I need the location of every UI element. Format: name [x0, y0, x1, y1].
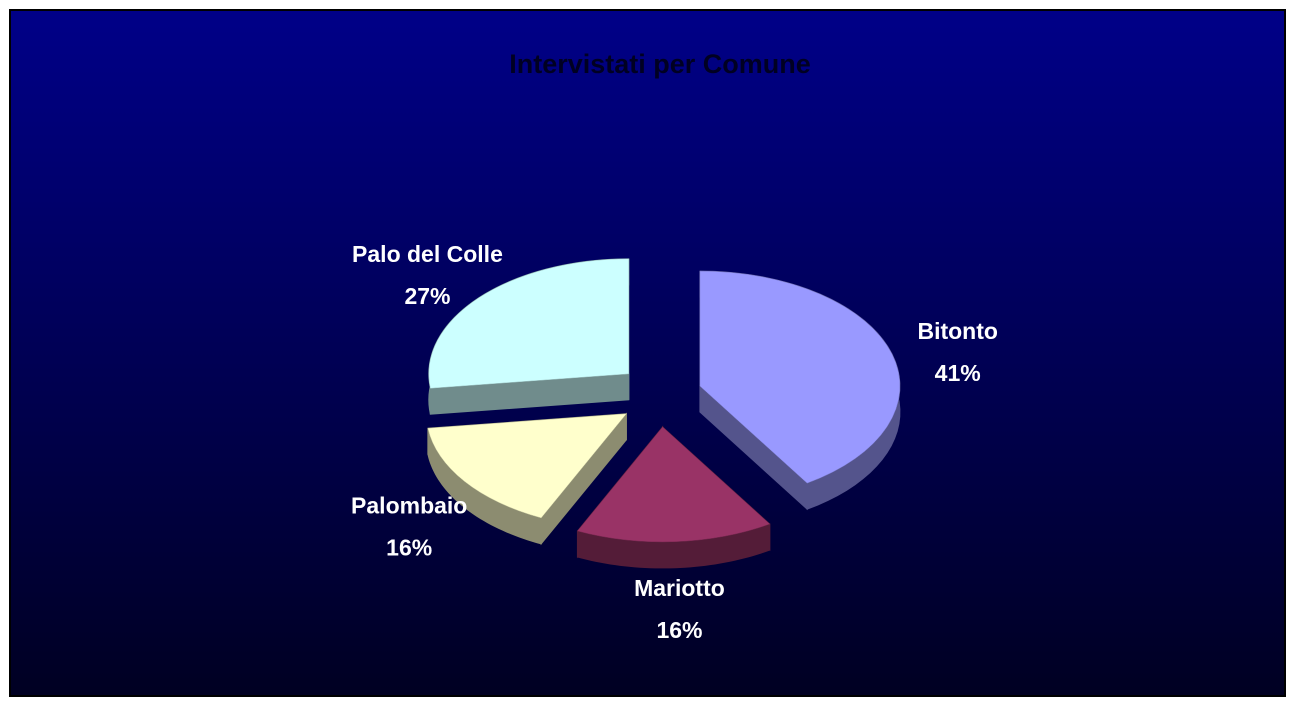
slice-value-label: 16% [386, 534, 432, 560]
slice-value-label: 41% [935, 360, 981, 386]
slice-label: Mariotto [634, 575, 725, 601]
slice [428, 258, 630, 415]
slice-label: Palombaio [351, 492, 467, 518]
slice-value-label: 16% [656, 617, 702, 643]
slice-value-label: 27% [404, 283, 450, 309]
slice-label: Palo del Colle [352, 241, 503, 267]
slice-top [699, 270, 901, 484]
slice [576, 425, 771, 569]
slice-top [427, 413, 627, 519]
slice [699, 270, 901, 511]
slice-label: Bitonto [917, 318, 997, 344]
slice-top [577, 426, 771, 543]
chart-background [9, 9, 1286, 697]
slice [427, 412, 627, 546]
slice-top [428, 258, 630, 389]
chart-title: Intervistati per Comune [509, 49, 811, 79]
